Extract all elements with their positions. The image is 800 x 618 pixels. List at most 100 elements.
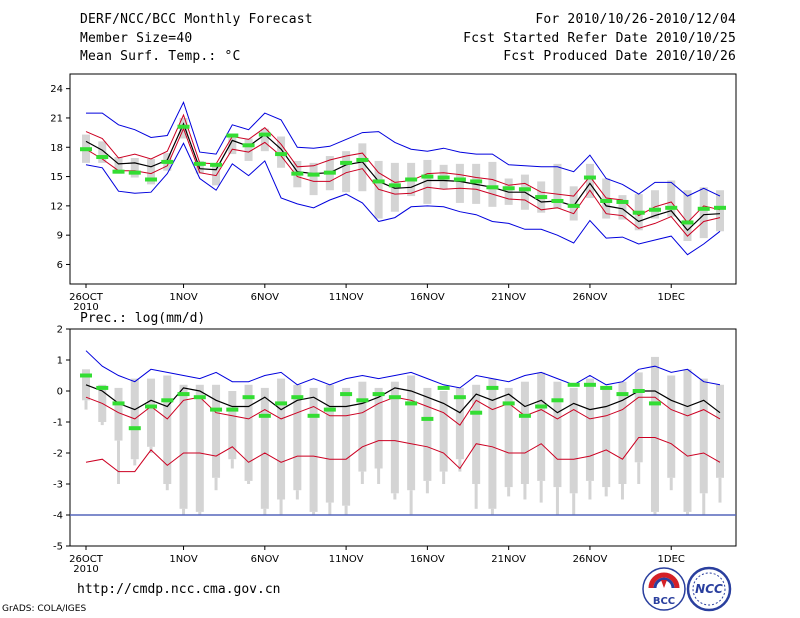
observed-marker <box>161 159 174 164</box>
spread-box <box>130 158 139 178</box>
spread-box <box>537 372 546 481</box>
observed-marker <box>486 385 499 390</box>
x-tick-label: 6NOV <box>251 292 280 303</box>
observed-marker <box>486 185 499 190</box>
spread-upper-line <box>85 396 721 426</box>
observed-marker <box>405 177 418 182</box>
observed-marker <box>340 160 353 165</box>
observed-marker <box>210 162 223 167</box>
observed-marker <box>80 147 92 152</box>
observed-marker <box>323 170 336 175</box>
observed-marker <box>600 198 613 203</box>
spread-box <box>163 375 172 484</box>
observed-marker <box>226 407 239 412</box>
observed-marker <box>437 175 450 180</box>
observed-marker <box>681 220 694 225</box>
spread-box <box>488 378 497 509</box>
y-tick-label: 24 <box>50 84 63 95</box>
y-tick-label: -2 <box>53 449 63 460</box>
spread-box <box>342 387 351 506</box>
spread-box <box>309 387 318 512</box>
observed-marker <box>145 404 158 409</box>
spread-box <box>667 180 676 217</box>
ncc-logo: NCC <box>686 566 732 612</box>
spread-box <box>455 387 464 460</box>
spread-box <box>602 178 611 219</box>
y-tick-label: 12 <box>50 201 63 212</box>
x-tick-label: 16NOV <box>410 554 445 565</box>
spread-box <box>147 378 156 447</box>
observed-marker <box>453 395 466 400</box>
ncc-logo-text: NCC <box>695 582 723 596</box>
observed-marker <box>80 373 92 378</box>
spread-box <box>114 387 123 441</box>
spread-box <box>423 387 432 481</box>
spread-box <box>228 134 237 155</box>
observed-marker <box>323 407 336 412</box>
spread-box <box>439 391 448 472</box>
observed-marker <box>470 410 483 415</box>
observed-marker <box>502 401 515 406</box>
spread-box <box>244 138 253 161</box>
observed-marker <box>242 395 255 400</box>
y-tick-label: 18 <box>50 143 63 154</box>
observed-marker <box>388 395 401 400</box>
spread-lower-line <box>85 437 721 473</box>
observed-marker <box>535 195 548 200</box>
x-tick-label: 1DEC <box>658 292 685 303</box>
observed-marker <box>128 426 141 431</box>
observed-marker <box>307 413 320 418</box>
spread-box <box>585 378 594 481</box>
observed-marker <box>210 407 223 412</box>
grads-credit: GrADS: COLA/IGES <box>2 604 87 614</box>
observed-marker <box>242 143 255 148</box>
spread-box <box>520 381 529 484</box>
observed-marker <box>372 179 385 184</box>
observed-marker <box>632 210 645 215</box>
spread-box <box>699 378 708 494</box>
spread-box <box>342 151 351 193</box>
spread-box <box>114 157 123 174</box>
y-tick-label: 21 <box>50 113 63 124</box>
spread-box <box>650 190 659 219</box>
chart-title: DERF/NCC/BCC Monthly Forecast <box>80 12 313 27</box>
ensemble-max-line <box>85 350 721 389</box>
y-tick-label: -5 <box>53 542 63 553</box>
x-tick-year: 2010 <box>73 302 98 313</box>
x-tick-year: 2010 <box>73 564 98 575</box>
x-tick-label: 1NOV <box>169 554 198 565</box>
spread-box <box>488 161 497 207</box>
observed-marker <box>567 203 580 208</box>
spread-box <box>212 163 221 186</box>
observed-marker <box>291 395 304 400</box>
spread-box <box>195 384 204 512</box>
spread-box <box>569 186 578 221</box>
observed-marker <box>193 395 206 400</box>
spread-box <box>618 381 627 484</box>
spread-box <box>147 158 156 185</box>
spread-box <box>553 381 562 488</box>
spread-lower-line <box>85 127 721 237</box>
observed-marker <box>177 392 190 397</box>
observed-marker <box>388 183 401 188</box>
spread-box <box>553 163 562 209</box>
y-tick-label: 2 <box>57 325 63 336</box>
observed-marker <box>648 401 661 406</box>
observed-marker <box>258 132 271 137</box>
observed-marker <box>583 382 596 387</box>
source-url[interactable]: http://cmdp.ncc.cma.gov.cn <box>77 582 281 597</box>
spread-box <box>228 391 237 460</box>
observed-marker <box>502 186 515 191</box>
spread-box <box>277 378 286 500</box>
x-tick-label: 21NOV <box>491 292 526 303</box>
observed-marker <box>697 206 710 211</box>
spread-box <box>358 381 367 472</box>
y-tick-label: 15 <box>50 172 63 183</box>
observed-marker <box>600 385 613 390</box>
fcst-produced-date: Fcst Produced Date 2010/10/26 <box>503 49 736 64</box>
x-tick-label: 26NOV <box>573 554 608 565</box>
spread-box <box>293 384 302 491</box>
observed-marker <box>421 174 434 179</box>
